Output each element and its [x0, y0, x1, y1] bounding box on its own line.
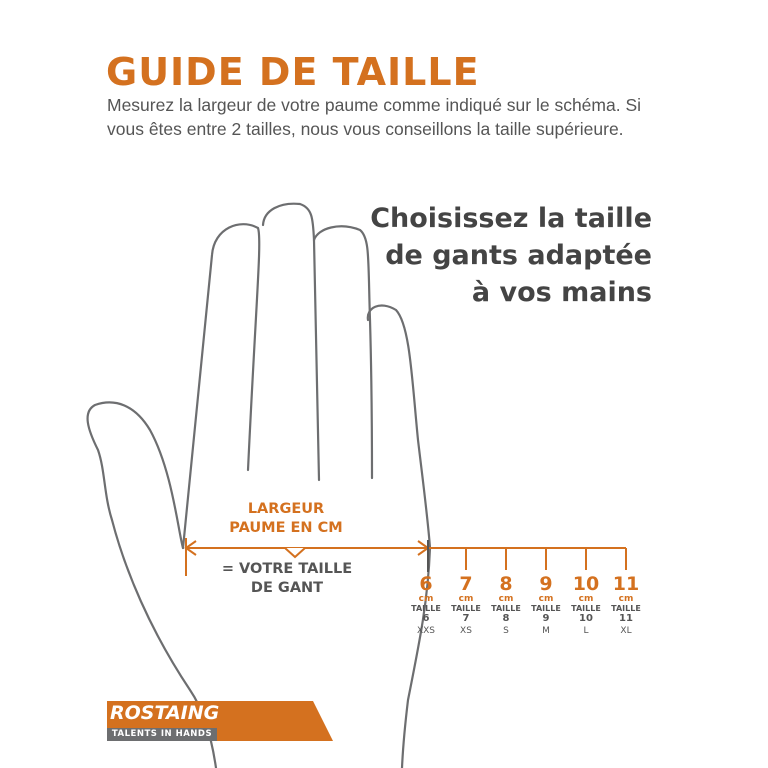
- unit: cm: [458, 594, 474, 604]
- logo-tagline: TALENTS IN HANDS: [107, 728, 217, 741]
- headline-line: à vos mains: [471, 277, 652, 308]
- glove-size-label: = VOTRE TAILLE DE GANT: [212, 560, 362, 598]
- size-cm: 10: [572, 573, 600, 595]
- size-cm: 6: [419, 573, 433, 595]
- unit: cm: [578, 594, 594, 604]
- size-cm: 7: [459, 573, 473, 595]
- label-line: PAUME EN CM: [229, 520, 343, 536]
- hand-outline: [86, 202, 432, 768]
- size-letter: M: [542, 626, 550, 636]
- size-letter: XXS: [416, 626, 436, 636]
- headline-line: Choisissez la taille: [370, 203, 652, 234]
- size-number: 11: [619, 613, 633, 624]
- size-number: 7: [462, 613, 470, 624]
- headline: Choisissez la taille de gants adaptée à …: [370, 200, 652, 311]
- size-letter: XL: [620, 626, 632, 636]
- label-line: = VOTRE TAILLE: [221, 561, 353, 577]
- size-mark: 6 cm TAILLE 6 XXS: [406, 574, 446, 638]
- unit: cm: [618, 594, 634, 604]
- label-line: LARGEUR: [247, 501, 325, 517]
- size-mark: 8 cm TAILLE 8 S: [486, 574, 526, 638]
- unit: cm: [538, 594, 554, 604]
- size-number: 9: [542, 613, 550, 624]
- page-title: GUIDE DE TAILLE: [106, 50, 480, 94]
- size-cm: 9: [539, 573, 553, 595]
- label-line: DE GANT: [250, 580, 324, 596]
- size-word: TAILLE: [411, 604, 441, 613]
- size-word: TAILLE: [491, 604, 521, 613]
- size-number: 10: [579, 613, 593, 624]
- measure-ruler: [184, 538, 627, 576]
- size-letter: S: [503, 626, 509, 636]
- size-word: TAILLE: [571, 604, 601, 613]
- size-number: 6: [422, 613, 430, 624]
- logo-brand: ROSTAING: [110, 702, 220, 724]
- size-letter: XS: [460, 626, 472, 636]
- unit: cm: [418, 594, 434, 604]
- size-number: 8: [502, 613, 510, 624]
- size-mark: 10 cm TAILLE 10 L: [566, 574, 606, 638]
- palm-width-label: LARGEUR PAUME EN CM: [216, 500, 356, 538]
- size-mark: 7 cm TAILLE 7 XS: [446, 574, 486, 638]
- size-word: TAILLE: [531, 604, 561, 613]
- unit: cm: [498, 594, 514, 604]
- size-cm: 11: [612, 573, 640, 595]
- size-letter: L: [583, 626, 589, 636]
- size-word: TAILLE: [611, 604, 641, 613]
- intro-text: Mesurez la largeur de votre paume comme …: [107, 95, 641, 139]
- size-mark: 11 cm TAILLE 11 XL: [606, 574, 646, 638]
- size-cm: 8: [499, 573, 513, 595]
- size-word: TAILLE: [451, 604, 481, 613]
- headline-line: de gants adaptée: [385, 240, 652, 271]
- size-mark: 9 cm TAILLE 9 M: [526, 574, 566, 638]
